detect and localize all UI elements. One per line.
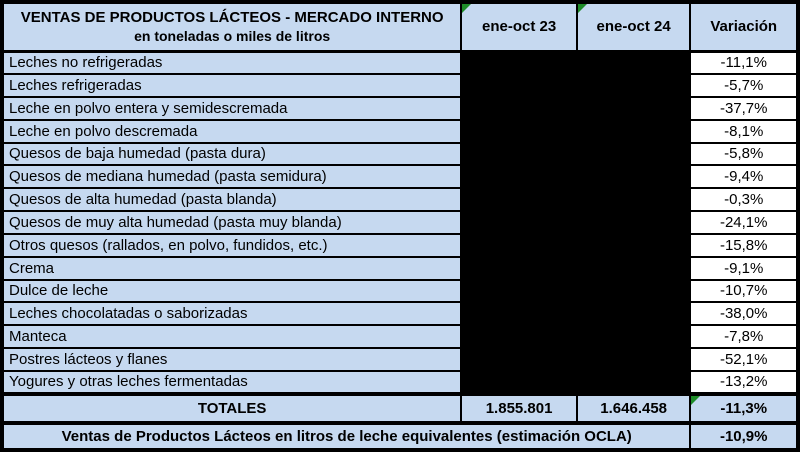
- variacion-cell: -13,2%: [689, 369, 799, 395]
- table-row: Manteca -7,8%: [0, 324, 799, 350]
- redacted-value-cell: [460, 301, 578, 327]
- variacion-cell: -9,1%: [689, 255, 799, 281]
- product-name-cell: Dulce de leche: [0, 278, 463, 304]
- column-header-ene-oct-24: ene-oct 24: [575, 0, 692, 53]
- redacted-value-cell: [575, 369, 692, 395]
- column-header-variacion: Variación: [689, 0, 799, 53]
- redacted-value-cell: [575, 278, 692, 304]
- totals-value-24-cell: 1.646.458: [575, 391, 692, 424]
- totals-variacion-value: -11,3%: [720, 399, 768, 417]
- redacted-value-cell: [575, 187, 692, 213]
- variacion-cell: -10,7%: [689, 278, 799, 304]
- table-title-line1: VENTAS DE PRODUCTOS LÁCTEOS - MERCADO IN…: [20, 9, 444, 27]
- redacted-value-cell: [460, 141, 578, 167]
- redacted-value-cell: [575, 232, 692, 258]
- redacted-value-cell: [575, 347, 692, 372]
- variacion-cell: -15,8%: [689, 232, 799, 258]
- totals-variacion-cell: -11,3%: [689, 391, 799, 424]
- redacted-value-cell: [460, 324, 578, 350]
- table-row: Otros quesos (rallados, en polvo, fundid…: [0, 232, 799, 258]
- variacion-cell: -5,8%: [689, 141, 799, 167]
- table-row: Quesos de alta humedad (pasta blanda) -0…: [0, 187, 799, 213]
- product-name-cell: Crema: [0, 255, 463, 281]
- product-name-cell: Leche en polvo entera y semidescremada: [0, 95, 463, 121]
- table-row: Leches refrigeradas -5,7%: [0, 73, 799, 98]
- product-name-cell: Quesos de muy alta humedad (pasta muy bl…: [0, 210, 463, 235]
- redacted-value-cell: [460, 278, 578, 304]
- redacted-value-cell: [460, 73, 578, 98]
- redacted-value-cell: [460, 255, 578, 281]
- table-row: Leche en polvo descremada -8,1%: [0, 118, 799, 144]
- product-name-cell: Postres lácteos y flanes: [0, 347, 463, 372]
- totals-row: TOTALES 1.855.801 1.646.458 -11,3%: [0, 391, 799, 424]
- product-name-cell: Quesos de baja humedad (pasta dura): [0, 141, 463, 167]
- cell-flag-icon: [578, 4, 587, 13]
- redacted-value-cell: [575, 141, 692, 167]
- redacted-value-cell: [575, 50, 692, 76]
- variacion-cell: -52,1%: [689, 347, 799, 372]
- table-row: Leche en polvo entera y semidescremada -…: [0, 95, 799, 121]
- redacted-value-cell: [575, 255, 692, 281]
- footnote-row: Ventas de Productos Lácteos en litros de…: [0, 420, 799, 452]
- table-title-line2: en toneladas o miles de litros: [134, 28, 331, 45]
- redacted-value-cell: [460, 187, 578, 213]
- column-header-label: Variación: [710, 18, 778, 36]
- variacion-cell: -0,3%: [689, 187, 799, 213]
- footnote-variacion-cell: -10,9%: [689, 420, 799, 452]
- variacion-cell: -8,1%: [689, 118, 799, 144]
- redacted-value-cell: [460, 210, 578, 235]
- table-row: Quesos de muy alta humedad (pasta muy bl…: [0, 210, 799, 235]
- variacion-cell: -38,0%: [689, 301, 799, 327]
- product-name-cell: Otros quesos (rallados, en polvo, fundid…: [0, 232, 463, 258]
- redacted-value-cell: [460, 50, 578, 76]
- variacion-cell: -24,1%: [689, 210, 799, 235]
- variacion-cell: -37,7%: [689, 95, 799, 121]
- cell-flag-icon: [692, 397, 701, 405]
- product-name-cell: Leche en polvo descremada: [0, 118, 463, 144]
- table-row: Quesos de baja humedad (pasta dura) -5,8…: [0, 141, 799, 167]
- redacted-value-cell: [575, 118, 692, 144]
- table-row: Leches no refrigeradas -11,1%: [0, 50, 799, 76]
- redacted-value-cell: [460, 95, 578, 121]
- variacion-cell: -7,8%: [689, 324, 799, 350]
- footnote-label-cell: Ventas de Productos Lácteos en litros de…: [0, 420, 692, 452]
- redacted-value-cell: [575, 210, 692, 235]
- column-header-ene-oct-23: ene-oct 23: [460, 0, 578, 53]
- table-title-cell: VENTAS DE PRODUCTOS LÁCTEOS - MERCADO IN…: [0, 0, 463, 53]
- product-name-cell: Quesos de mediana humedad (pasta semidur…: [0, 164, 463, 190]
- table-row: Crema -9,1%: [0, 255, 799, 281]
- redacted-value-cell: [460, 164, 578, 190]
- redacted-value-cell: [575, 324, 692, 350]
- cell-flag-icon: [463, 4, 472, 13]
- variacion-cell: -9,4%: [689, 164, 799, 190]
- totals-label-cell: TOTALES: [0, 391, 463, 424]
- product-name-cell: Leches chocolatadas o saborizadas: [0, 301, 463, 327]
- table-row: Leches chocolatadas o saborizadas -38,0%: [0, 301, 799, 327]
- table-row: Postres lácteos y flanes -52,1%: [0, 347, 799, 372]
- column-header-label: ene-oct 23: [481, 18, 557, 36]
- redacted-value-cell: [575, 73, 692, 98]
- redacted-value-cell: [460, 369, 578, 395]
- product-name-cell: Leches no refrigeradas: [0, 50, 463, 76]
- redacted-value-cell: [460, 347, 578, 372]
- table-row: Dulce de leche -10,7%: [0, 278, 799, 304]
- product-name-cell: Manteca: [0, 324, 463, 350]
- redacted-value-cell: [575, 164, 692, 190]
- totals-value-23-cell: 1.855.801: [460, 391, 578, 424]
- redacted-value-cell: [575, 301, 692, 327]
- redacted-value-cell: [460, 232, 578, 258]
- table-header-row: VENTAS DE PRODUCTOS LÁCTEOS - MERCADO IN…: [0, 0, 799, 53]
- table-row: Quesos de mediana humedad (pasta semidur…: [0, 164, 799, 190]
- redacted-value-cell: [575, 95, 692, 121]
- redacted-value-cell: [460, 118, 578, 144]
- product-name-cell: Leches refrigeradas: [0, 73, 463, 98]
- variacion-cell: -11,1%: [689, 50, 799, 76]
- column-header-label: ene-oct 24: [596, 18, 671, 36]
- product-name-cell: Quesos de alta humedad (pasta blanda): [0, 187, 463, 213]
- product-name-cell: Yogures y otras leches fermentadas: [0, 369, 463, 395]
- variacion-cell: -5,7%: [689, 73, 799, 98]
- table-row: Yogures y otras leches fermentadas -13,2…: [0, 369, 799, 395]
